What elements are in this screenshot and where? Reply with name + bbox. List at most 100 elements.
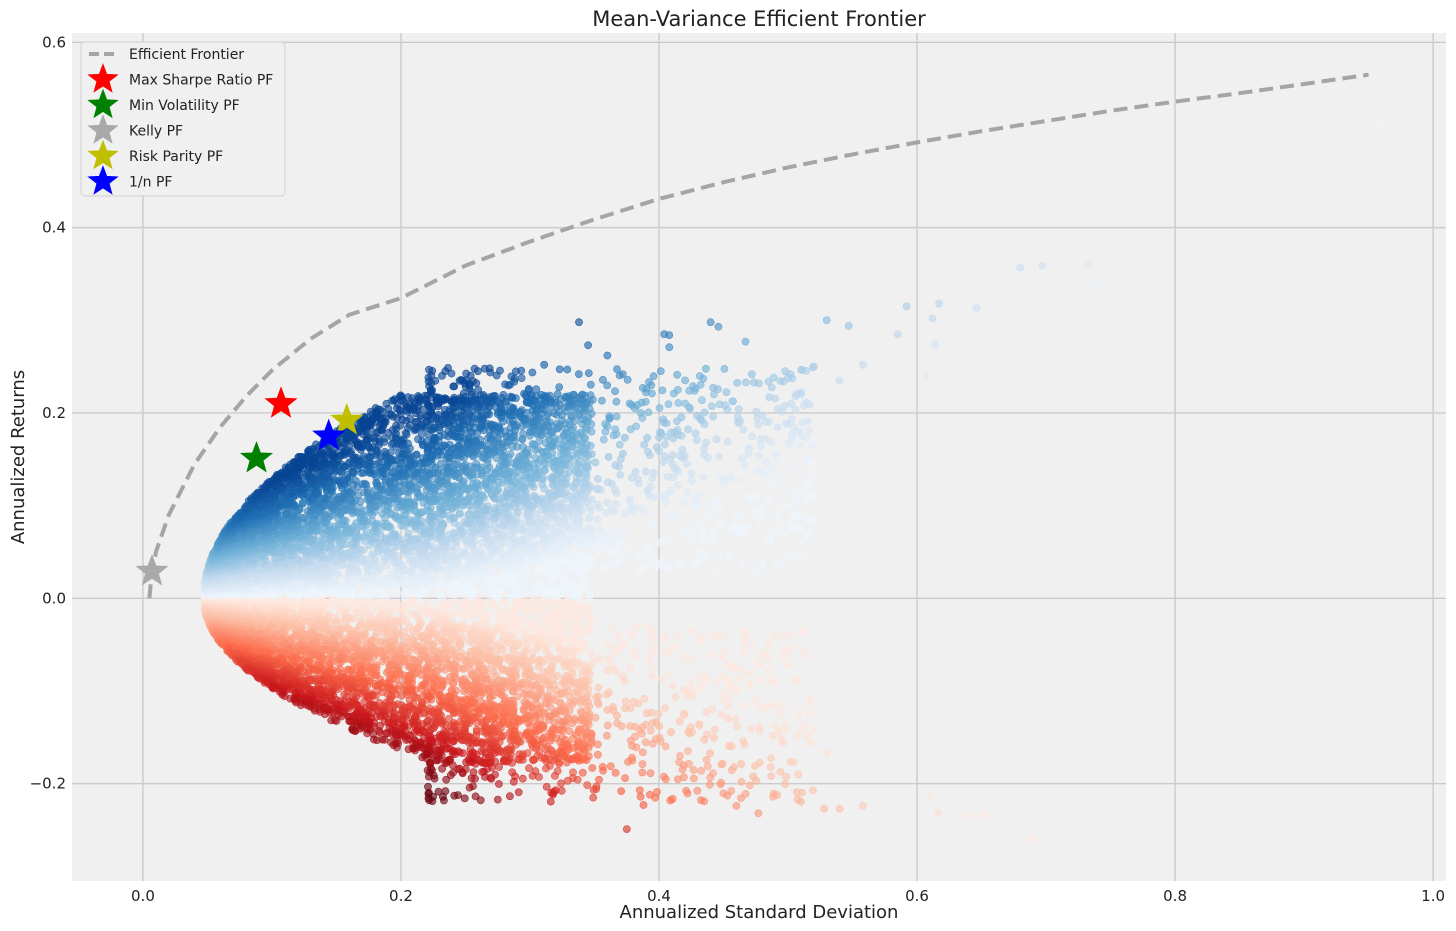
- portfolio-point: [662, 534, 670, 543]
- portfolio-point: [539, 580, 548, 588]
- portfolio-point: [422, 598, 431, 607]
- portfolio-point: [549, 583, 558, 591]
- portfolio-point: [587, 562, 596, 571]
- portfolio-point: [741, 540, 750, 548]
- portfolio-point: [688, 534, 696, 543]
- portfolio-point: [627, 631, 636, 640]
- portfolio-point: [659, 556, 667, 565]
- portfolio-point: [687, 654, 696, 663]
- portfolio-point: [422, 610, 430, 618]
- portfolio-point: [408, 600, 417, 609]
- portfolio-point: [687, 626, 696, 635]
- portfolio-point: [792, 553, 800, 561]
- portfolio-point: [740, 648, 749, 657]
- portfolio-point: [632, 652, 641, 660]
- portfolio-point: [586, 590, 595, 598]
- portfolio-point: [764, 640, 773, 649]
- portfolio-point: [450, 571, 459, 579]
- portfolio-point: [739, 562, 748, 570]
- portfolio-point: [586, 626, 594, 635]
- portfolio-point: [798, 627, 807, 636]
- portfolio-point: [764, 654, 772, 663]
- portfolio-point: [766, 533, 775, 542]
- portfolio-point: [569, 551, 577, 559]
- portfolio-point: [586, 649, 595, 658]
- portfolio-point: [801, 554, 810, 563]
- portfolio-point: [448, 611, 457, 620]
- portfolio-point: [526, 623, 534, 632]
- portfolio-point: [603, 641, 612, 649]
- portfolio-point: [464, 611, 473, 620]
- portfolio-point: [673, 630, 682, 639]
- portfolio-point: [617, 536, 626, 545]
- portfolio-point: [376, 587, 385, 596]
- portfolio-point: [740, 639, 748, 647]
- portfolio-point: [748, 642, 757, 650]
- portfolio-point: [660, 636, 669, 645]
- portfolio-point: [440, 603, 449, 612]
- portfolio-point: [460, 547, 469, 556]
- portfolio-point: [377, 575, 386, 584]
- portfolio-point: [650, 553, 659, 562]
- portfolio-point: [541, 555, 549, 564]
- portfolio-point: [726, 551, 735, 560]
- portfolio-point: [770, 632, 779, 641]
- portfolio-point: [611, 648, 620, 657]
- portfolio-point: [601, 543, 609, 552]
- portfolio-point: [621, 547, 629, 555]
- portfolio-point: [576, 647, 585, 656]
- portfolio-point: [779, 632, 787, 641]
- portfolio-point: [801, 651, 810, 659]
- portfolio-point: [701, 553, 710, 561]
- portfolio-point: [642, 540, 651, 549]
- portfolio-point: [638, 564, 647, 573]
- portfolio-point: [781, 549, 790, 557]
- portfolio-point: [650, 633, 658, 642]
- portfolio-point: [715, 547, 723, 556]
- portfolio-point: [758, 560, 767, 568]
- portfolio-point: [645, 559, 653, 568]
- portfolio-point: [524, 608, 532, 616]
- portfolio-point: [665, 648, 674, 656]
- portfolio-point: [718, 653, 726, 661]
- portfolio-point: [695, 548, 704, 556]
- portfolio-point: [577, 551, 586, 560]
- portfolio-point: [403, 587, 412, 596]
- portfolio-point: [665, 563, 674, 571]
- portfolio-point: [690, 557, 699, 565]
- portfolio-point: [714, 565, 722, 574]
- portfolio-point: [756, 650, 765, 659]
- portfolio-point: [708, 632, 716, 641]
- portfolio-point: [411, 534, 419, 543]
- portfolio-point: [633, 622, 642, 631]
- portfolio-point: [798, 538, 807, 546]
- portfolio-point: [608, 623, 617, 631]
- portfolio-point: [501, 598, 510, 607]
- portfolio-point: [575, 603, 584, 612]
- portfolio-point: [698, 637, 707, 646]
- portfolio-point: [498, 646, 507, 654]
- portfolio-point: [614, 631, 623, 640]
- portfolio-point: [490, 601, 499, 610]
- portfolio-point: [635, 551, 644, 560]
- portfolio-point: [646, 547, 655, 556]
- portfolio-point: [772, 558, 781, 566]
- portfolio-point: [534, 562, 543, 571]
- portfolio-point: [719, 645, 728, 654]
- portfolio-point: [436, 589, 444, 598]
- portfolio-point: [522, 577, 530, 586]
- portfolio-point: [787, 630, 796, 639]
- portfolio-point: [655, 538, 664, 547]
- portfolio-point: [680, 654, 689, 662]
- portfolio-point: [749, 566, 758, 575]
- portfolio-point: [537, 606, 545, 615]
- portfolio-point: [532, 539, 541, 548]
- portfolio-point: [386, 608, 395, 616]
- portfolio-scatter: [200, 118, 1383, 844]
- portfolio-point: [678, 558, 687, 567]
- portfolio-point: [779, 651, 788, 660]
- portfolio-point: [451, 597, 460, 606]
- portfolio-point: [719, 633, 728, 641]
- portfolio-point: [512, 589, 520, 598]
